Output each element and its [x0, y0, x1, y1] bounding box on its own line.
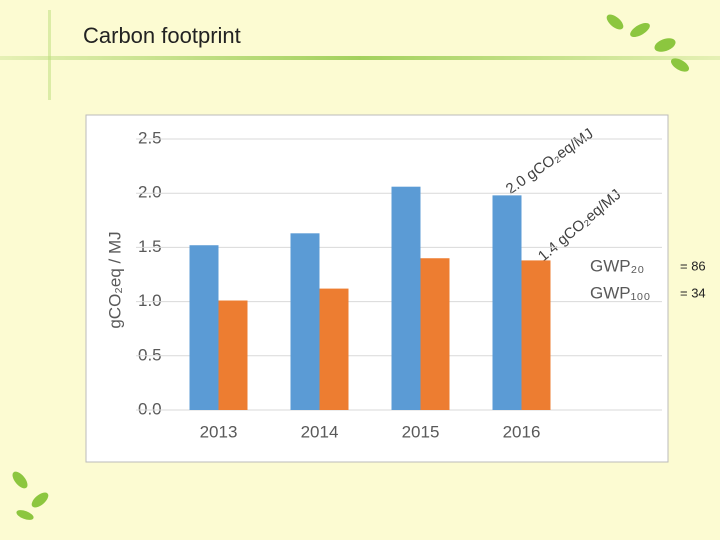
annotation: = 34	[680, 285, 706, 300]
title-rule	[0, 56, 720, 60]
bar	[492, 195, 522, 410]
bar	[521, 260, 551, 410]
bar	[319, 288, 349, 410]
x-tick-label: 2015	[402, 422, 440, 441]
legend-label: GWP₂₀	[590, 256, 644, 275]
y-tick-label: 2.0	[138, 183, 162, 202]
slide-title: Carbon footprint	[83, 23, 241, 48]
side-rule	[48, 10, 51, 100]
legend-label: GWP₁₀₀	[590, 283, 650, 302]
chart-panel	[85, 114, 669, 463]
x-tick-label: 2016	[503, 422, 541, 441]
bar	[189, 245, 219, 410]
annotation: = 86	[680, 258, 706, 273]
x-tick-label: 2013	[200, 422, 238, 441]
y-tick-label: 1.0	[138, 291, 162, 310]
y-tick-label: 0.5	[138, 345, 162, 364]
bar	[218, 300, 248, 410]
y-tick-label: 1.5	[138, 237, 162, 256]
leaves	[12, 14, 690, 520]
y-tick-label: 2.5	[138, 128, 162, 147]
bar	[420, 258, 450, 410]
x-tick-label: 2014	[301, 422, 339, 441]
bar	[290, 233, 320, 410]
y-tick-label: 0.0	[138, 399, 162, 418]
bar	[391, 186, 421, 410]
y-axis-label: gCO₂eq / MJ	[105, 231, 124, 328]
